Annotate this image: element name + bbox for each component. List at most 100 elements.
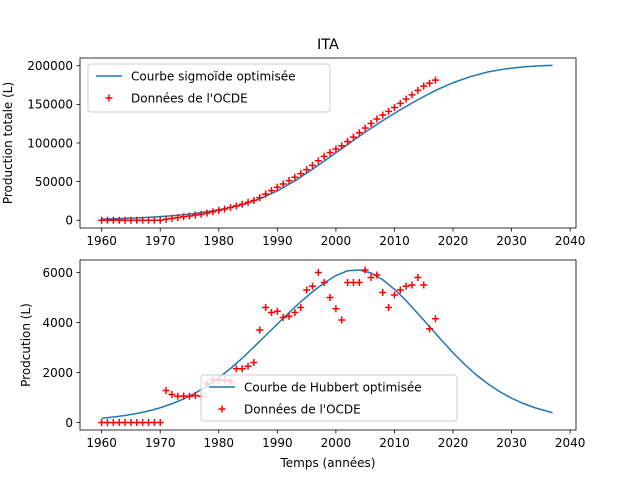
data-point [373, 271, 381, 279]
data-point [396, 99, 404, 107]
data-point [104, 419, 112, 426]
data-point [262, 190, 270, 198]
data-point [180, 392, 188, 400]
x-axis-label: Temps (années) [280, 456, 376, 470]
data-point [267, 309, 275, 316]
x-tick-label: 2000 [321, 234, 352, 248]
data-point [332, 305, 340, 313]
data-point [320, 152, 328, 160]
data-point [344, 137, 352, 145]
data-point [109, 419, 117, 426]
legend-box [87, 63, 331, 113]
data-point [414, 274, 422, 281]
data-point [402, 282, 410, 290]
data-point [174, 214, 182, 222]
x-tick-label: 2040 [555, 436, 586, 450]
data-point [133, 419, 141, 426]
x-tick-label: 2010 [379, 436, 410, 450]
data-point [308, 161, 316, 169]
y-tick-label: 150000 [27, 98, 73, 112]
y-tick-label: 200000 [27, 59, 73, 73]
data-point [297, 304, 305, 311]
data-point [197, 210, 205, 218]
data-point [355, 279, 363, 286]
data-point [285, 177, 293, 185]
data-point [244, 198, 252, 206]
data-point [104, 216, 112, 224]
data-point [145, 419, 153, 426]
x-tick-label: 2040 [555, 234, 586, 248]
data-point [156, 216, 164, 224]
data-point [98, 419, 106, 426]
data-point [127, 216, 135, 224]
legend-marker-swatch [218, 405, 226, 413]
x-tick-label: 1960 [86, 234, 117, 248]
y-axis-label: Prodcution (L) [19, 303, 33, 387]
data-point [250, 359, 258, 366]
legend-label: Données de l'OCDE [131, 91, 248, 105]
data-point [420, 82, 428, 90]
data-point [174, 392, 182, 400]
x-tick-label: 2010 [379, 234, 410, 248]
legend-marker-swatch [105, 94, 113, 102]
y-tick-label: 0 [65, 416, 73, 430]
chart-title: ITA [317, 37, 339, 53]
data-point [221, 205, 229, 213]
data-point [326, 294, 334, 301]
y-tick-label: 100000 [27, 136, 73, 150]
data-point [426, 325, 434, 333]
data-point [162, 215, 170, 223]
data-point [355, 129, 363, 137]
data-point [133, 216, 141, 224]
data-point [303, 166, 311, 174]
data-point [127, 419, 135, 426]
data-point [379, 289, 387, 296]
x-tick-label: 1980 [204, 234, 235, 248]
data-point [349, 133, 357, 141]
data-point [121, 216, 129, 224]
x-tick-label: 2020 [438, 234, 469, 248]
data-point [139, 216, 147, 224]
data-point [209, 208, 217, 216]
data-point [361, 124, 369, 132]
x-tick-label: 1970 [145, 234, 176, 248]
y-tick-label: 50000 [35, 175, 73, 189]
data-point [367, 274, 375, 281]
data-point [215, 206, 223, 214]
y-tick-label: 2000 [42, 366, 73, 380]
y-tick-label: 6000 [42, 266, 73, 280]
data-point [162, 387, 170, 394]
legend-label: Courbe de Hubbert optimisée [244, 380, 422, 394]
data-point [203, 209, 211, 217]
data-point [385, 107, 393, 115]
y-axis-label: Production totale (L) [1, 82, 15, 204]
data-point [367, 120, 375, 128]
data-point [98, 216, 106, 224]
top-axes: 1960 1970 1980 1990 2000 2010 2020 2030 2040 0 500… [1, 57, 586, 248]
data-point [408, 91, 416, 99]
x-tick-label: 2000 [321, 436, 352, 450]
y-tick-label: 4000 [42, 316, 73, 330]
data-point [420, 281, 428, 289]
data-point [244, 362, 252, 370]
data-point [402, 95, 410, 103]
data-point [338, 316, 346, 324]
legend-label: Courbe sigmoïde optimisée [131, 69, 296, 83]
plot-frame [79, 259, 577, 431]
data-point [390, 291, 398, 299]
data-point [191, 211, 199, 219]
data-point [180, 213, 188, 221]
data-point [232, 365, 240, 373]
x-tick-label: 1990 [262, 436, 293, 450]
legend-box [200, 374, 458, 422]
data-point [396, 286, 404, 294]
x-tick-label: 1970 [145, 436, 176, 450]
data-point [145, 216, 153, 224]
data-point [156, 419, 164, 426]
x-tick-label: 1990 [262, 234, 293, 248]
data-point [267, 187, 275, 195]
data-point [186, 392, 194, 400]
data-point [320, 279, 328, 286]
data-point [361, 266, 369, 274]
data-point [150, 419, 158, 426]
